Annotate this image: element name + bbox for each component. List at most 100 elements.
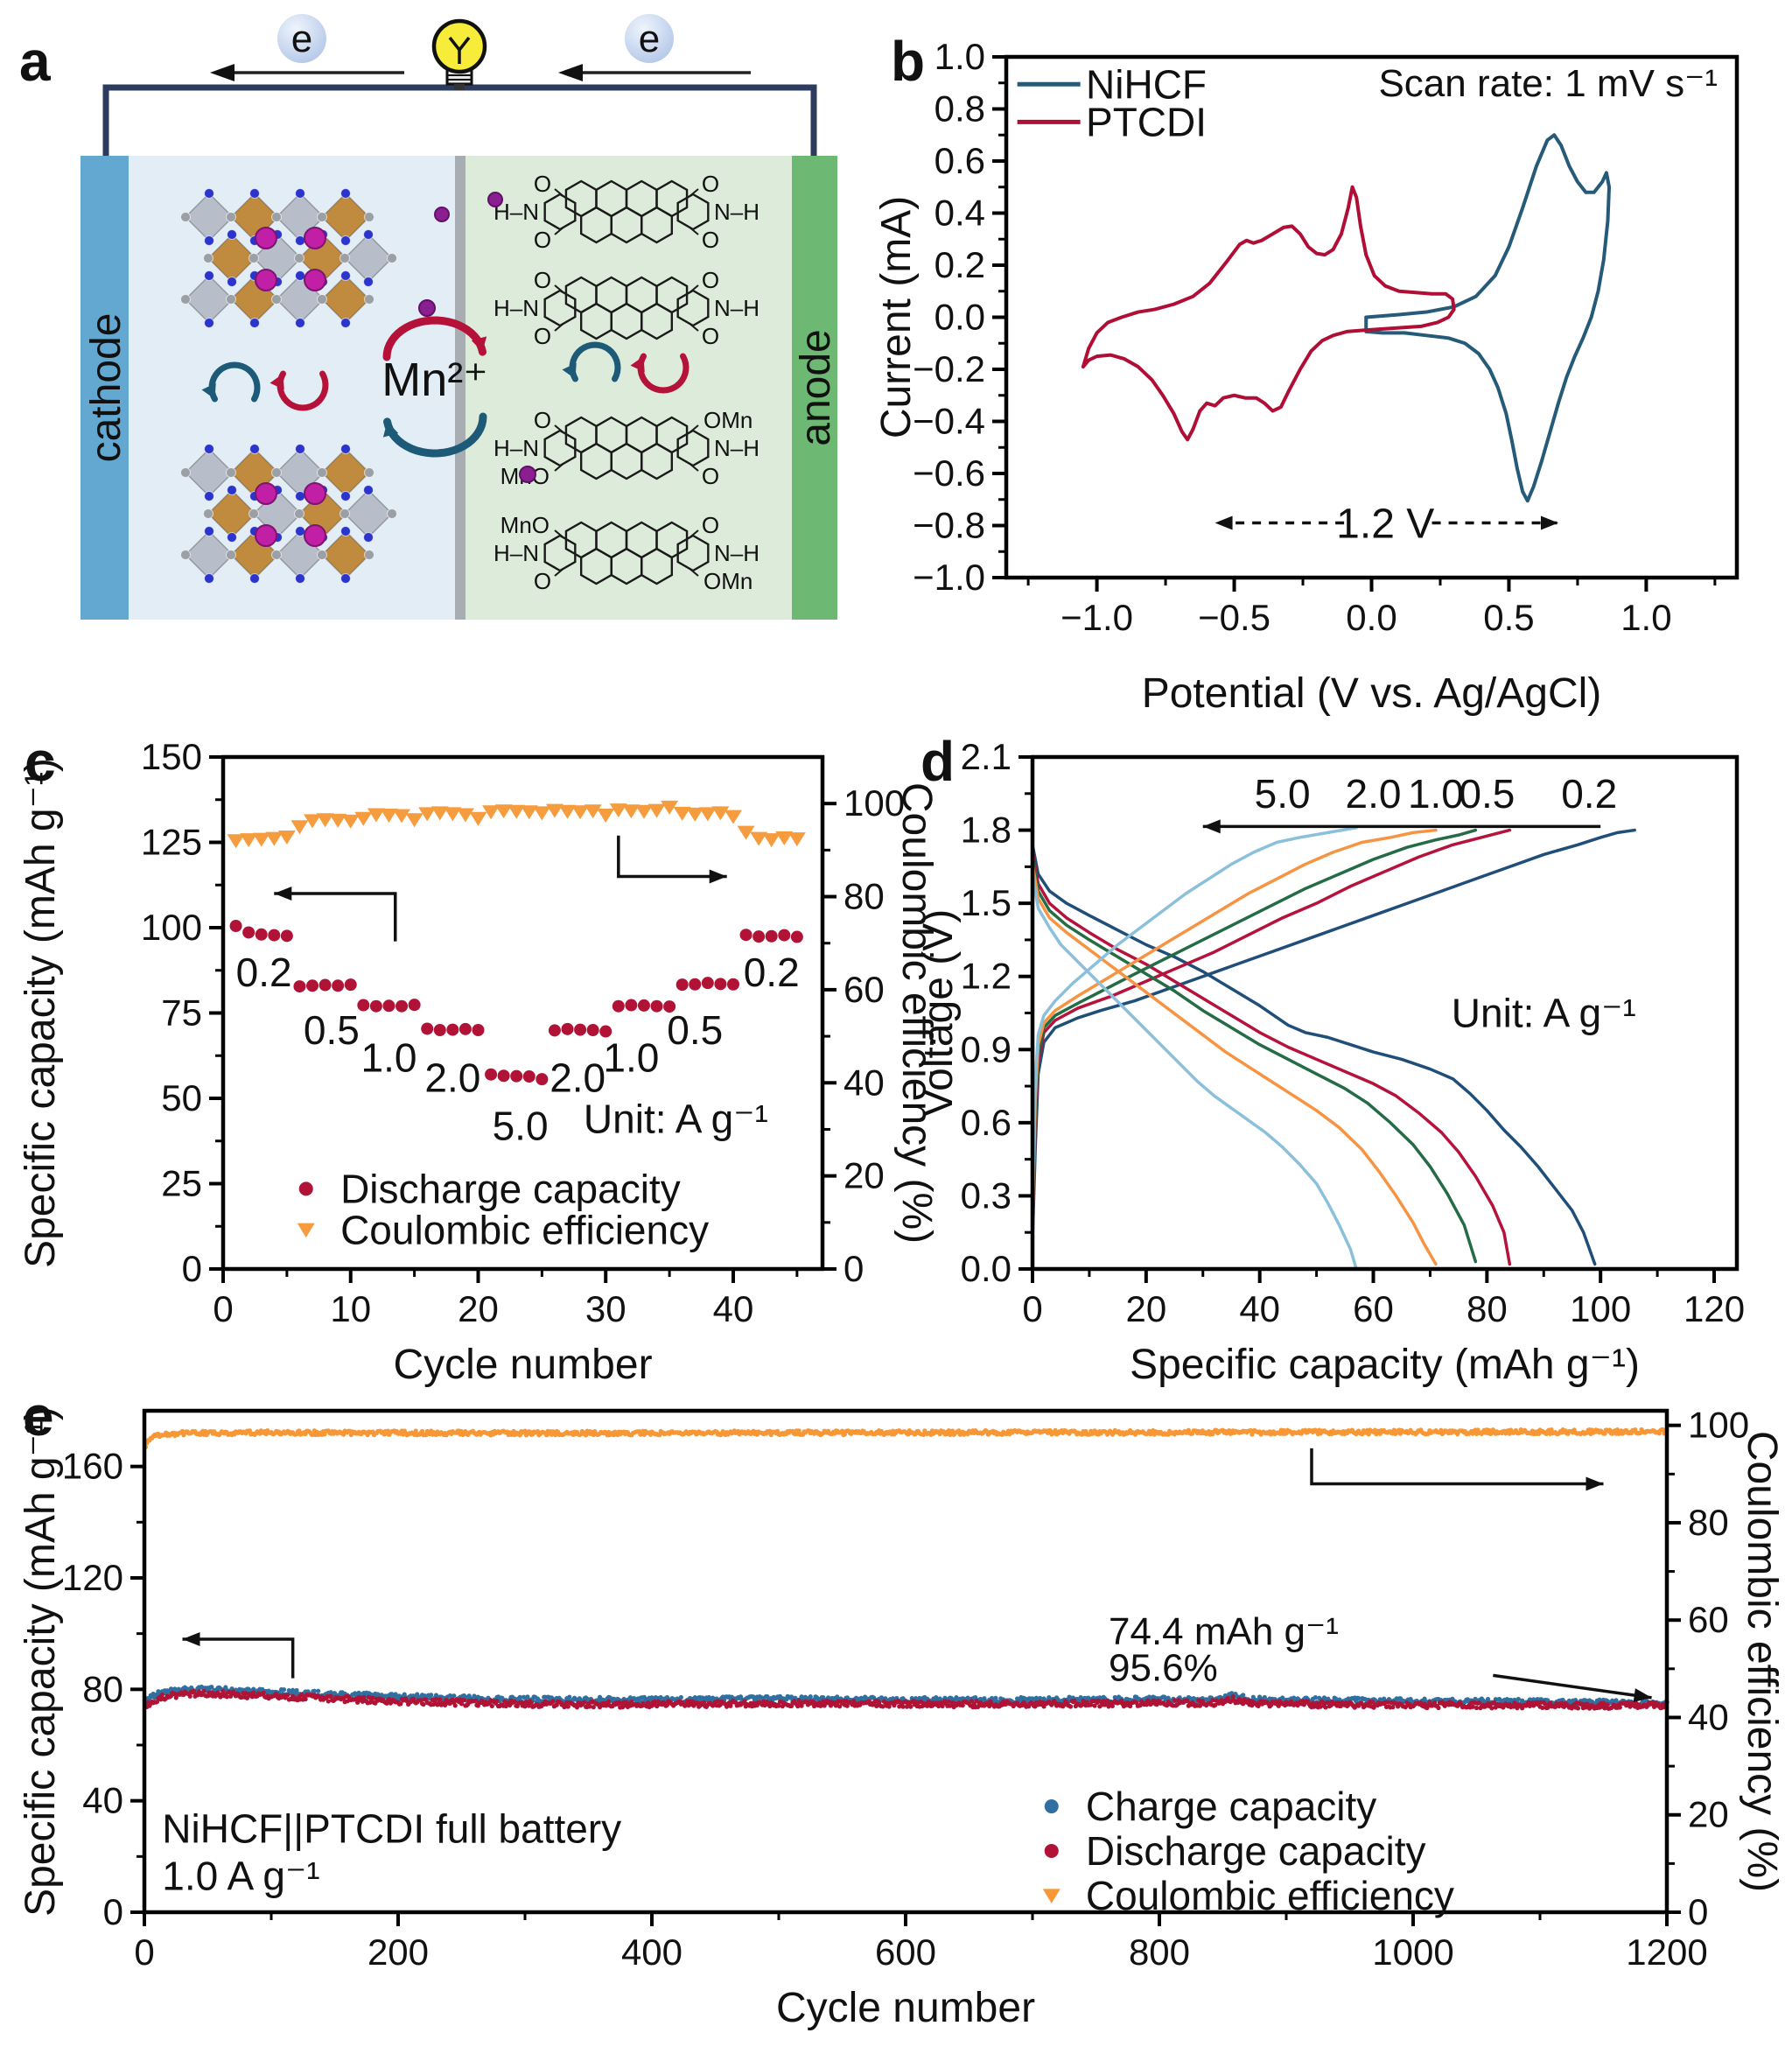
- svg-text:O: O: [534, 267, 551, 293]
- electron-label: e: [291, 18, 312, 60]
- panel-c-rate-chart: 0 10 20 30 40 0 25 50 75 100 125 150 0 20 40 60 80 100 Cyc…: [18, 730, 940, 1388]
- circuit-wire: [102, 84, 817, 156]
- annotation-text: 5.0: [493, 1103, 549, 1148]
- electron-badge-left: e: [277, 14, 326, 63]
- svg-text:−0.2: −0.2: [913, 348, 985, 389]
- svg-text:40: 40: [1688, 1696, 1729, 1737]
- annotation-text: 1.2 V: [1336, 501, 1434, 547]
- annotation-text: 74.4 mAh g⁻¹: [1109, 1610, 1339, 1653]
- series-ptcdi: [1081, 185, 1456, 442]
- annotation-text: 0.5: [304, 1007, 360, 1053]
- svg-text:100: 100: [844, 782, 905, 824]
- legend-item: Coulombic efficiency: [297, 1207, 709, 1252]
- tick-labels: 0 10 20 30 40 0 25 50 75 100 125 150 0 20 40 60 80 100: [141, 736, 905, 1329]
- legend-item: PTCDI: [1017, 99, 1207, 144]
- svg-text:O: O: [702, 267, 719, 293]
- svg-text:O: O: [702, 227, 719, 253]
- series-discharge-1-0: [1031, 855, 1478, 1264]
- panel-label-c: c: [24, 730, 56, 793]
- y-axis-title: Voltage (V): [915, 909, 962, 1117]
- svg-text:O: O: [534, 407, 551, 433]
- series-charge-2-0: [1031, 828, 1438, 1223]
- svg-text:75: 75: [161, 992, 202, 1034]
- svg-text:1200: 1200: [1626, 1931, 1707, 1973]
- svg-text:H–N: H–N: [494, 540, 539, 566]
- svg-text:Discharge capacity: Discharge capacity: [1086, 1828, 1426, 1874]
- svg-text:Coulombic efficiency: Coulombic efficiency: [1086, 1873, 1454, 1918]
- svg-text:O: O: [702, 463, 719, 489]
- series-group: [143, 1427, 1670, 1711]
- tick-labels: 0 200 400 600 800 1000 12000408012016002040608…: [62, 1405, 1749, 1973]
- panel-label-d: d: [920, 730, 955, 793]
- svg-text:OMn: OMn: [704, 568, 752, 594]
- x-axis-title: Cycle number: [776, 1985, 1035, 2031]
- svg-text:20: 20: [458, 1288, 499, 1329]
- svg-text:Coulombic efficiency: Coulombic efficiency: [340, 1207, 709, 1252]
- svg-text:50: 50: [161, 1077, 202, 1118]
- svg-text:125: 125: [141, 822, 202, 863]
- series-group: [1081, 133, 1612, 503]
- annotation-text: 0.2: [744, 950, 800, 995]
- annotation-text: 0.5: [667, 1007, 723, 1053]
- svg-text:60: 60: [1353, 1288, 1394, 1329]
- anode-label: anode: [793, 329, 839, 445]
- svg-text:100: 100: [141, 907, 202, 948]
- x-axis-title: Potential (V vs. Ag/AgCl): [1142, 670, 1602, 717]
- svg-text:−1.0: −1.0: [913, 557, 985, 598]
- x-axis-title: Cycle number: [393, 1342, 652, 1388]
- svg-text:1.2: 1.2: [961, 956, 1012, 997]
- svg-text:120: 120: [62, 1557, 123, 1598]
- svg-text:400: 400: [621, 1931, 682, 1973]
- svg-text:80: 80: [844, 876, 885, 917]
- x-axis-title: Specific capacity (mAh g⁻¹): [1130, 1342, 1640, 1388]
- svg-text:PTCDI: PTCDI: [1086, 99, 1207, 144]
- series-group: [227, 800, 806, 1086]
- mn-ion-dots: [418, 192, 536, 483]
- svg-text:N–H: N–H: [714, 199, 760, 225]
- svg-text:0.9: 0.9: [961, 1028, 1012, 1069]
- y2-axis-title: Coulombic efficiency (%): [893, 782, 940, 1244]
- annotation-text: 1.0: [1408, 771, 1464, 817]
- panel-b-cv-chart: −1.0 −0.5 0.0 0.5 1.0 1.0 0.8 0.6 0.4 0.2 0.0 −0.2 −…: [873, 30, 1740, 717]
- cathode-label: cathode: [83, 313, 130, 463]
- panel-e-cycling-chart: 0 200 400 600 800 1000 12000408012016002040608…: [18, 1385, 1785, 2031]
- annotation-text: Unit: A g⁻¹: [1452, 991, 1636, 1036]
- svg-text:1.0: 1.0: [934, 36, 985, 77]
- series-discharge-2-0: [1031, 862, 1438, 1266]
- series-group: [1031, 826, 1636, 1271]
- svg-text:0.0: 0.0: [934, 297, 985, 338]
- svg-text:200: 200: [368, 1931, 429, 1973]
- tick-labels: 0 20 40 60 80 100 120 0.0 0.3 0.6 0.9 1.2 1.5 1.8 2.1: [961, 736, 1745, 1329]
- svg-text:−0.8: −0.8: [913, 505, 985, 546]
- svg-text:150: 150: [141, 736, 202, 777]
- plot-c: 0 10 20 30 40 0 25 50 75 100 125 150 0 20 40 60 80 100 Cyc…: [18, 730, 940, 1388]
- svg-text:0: 0: [1022, 1288, 1042, 1329]
- plot-e: 0 200 400 600 800 1000 12000408012016002040608…: [18, 1385, 1785, 2031]
- svg-text:40: 40: [713, 1288, 754, 1329]
- svg-text:0.0: 0.0: [961, 1248, 1012, 1289]
- axis-ticks: [209, 755, 836, 1283]
- svg-text:0.6: 0.6: [961, 1102, 1012, 1143]
- tick-labels: −1.0 −0.5 0.0 0.5 1.0 1.0 0.8 0.6 0.4 0.2 0.0 −0.2 −…: [913, 36, 1672, 638]
- cathode-bar: [80, 156, 129, 620]
- electron-label: e: [639, 18, 660, 60]
- svg-text:40: 40: [1239, 1288, 1280, 1329]
- ptcdi-molecules: OOOOH–NN–HOOOOH–NN–HOOMnMnOOH–NN–HMnOOOO…: [494, 171, 760, 594]
- svg-text:MnO: MnO: [500, 512, 550, 538]
- annotation-text: 2.0: [550, 1055, 606, 1101]
- plot-d: 0 20 40 60 80 100 120 0.0 0.3 0.6 0.9 1.2 1.5 1.8 2.1 S…: [915, 730, 1745, 1388]
- svg-text:60: 60: [844, 969, 885, 1010]
- svg-text:O: O: [702, 171, 719, 197]
- svg-text:600: 600: [875, 1931, 936, 1973]
- annotation-text: 1.0: [603, 1034, 659, 1080]
- annotation-text: 1.0: [360, 1034, 416, 1080]
- legend-item: Charge capacity: [1044, 1784, 1376, 1829]
- annotation-text: 0.2: [1561, 771, 1617, 817]
- panel-a-schematic: a e e cathode anode O OO OH–N N–HO OO OH–N N–H…: [19, 14, 839, 620]
- svg-text:N–H: N–H: [714, 295, 760, 321]
- svg-text:80: 80: [82, 1668, 123, 1709]
- electron-badge-right: e: [625, 14, 674, 63]
- svg-text:100: 100: [1688, 1405, 1749, 1446]
- annotation-text: 2.0: [1346, 771, 1402, 817]
- redox-cycle-arrows: [201, 316, 690, 458]
